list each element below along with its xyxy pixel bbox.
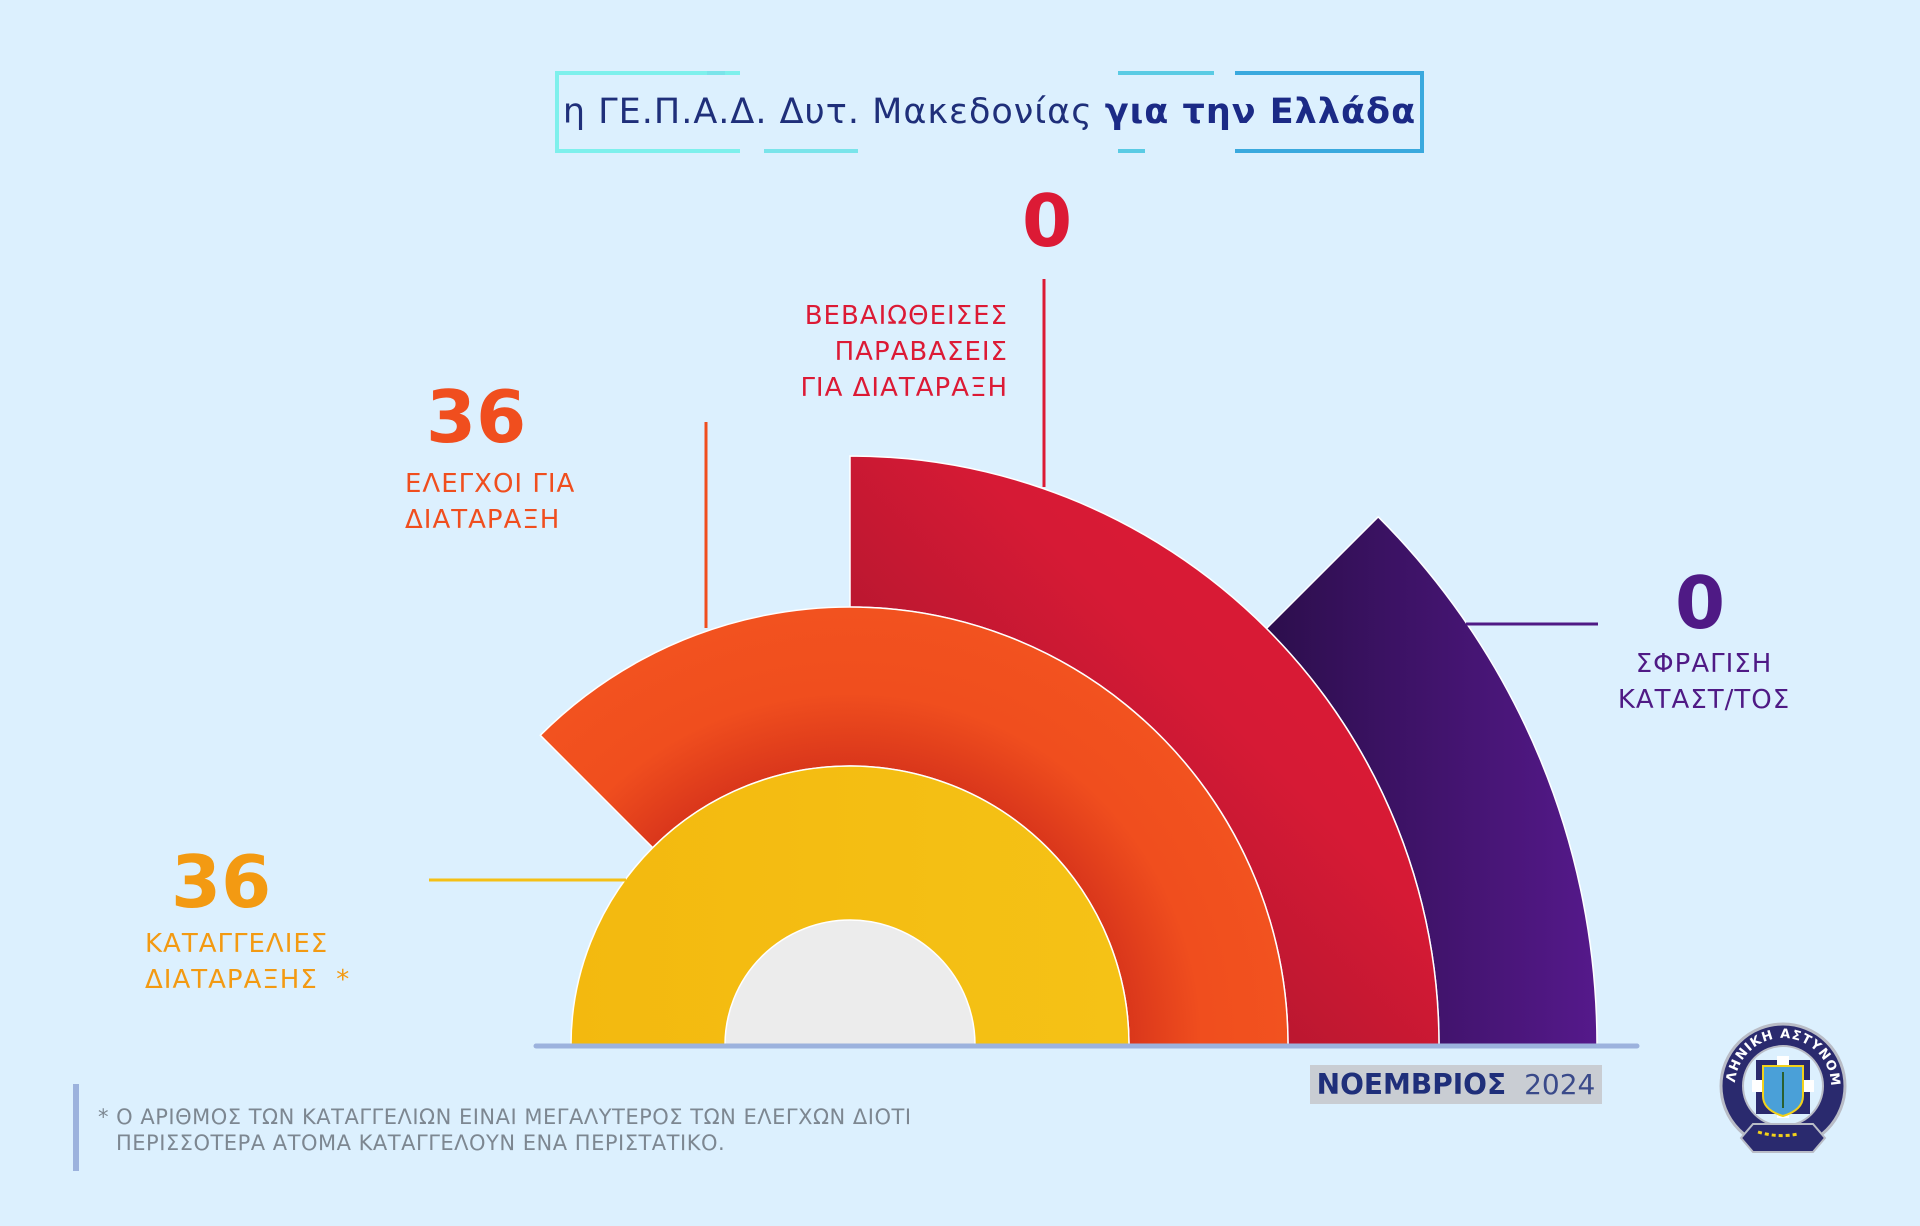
title-regular: η ΓΕ.Π.Α.Δ. Δυτ. Μακεδονίας bbox=[562, 92, 1093, 132]
stat-label-checks: ΕΛΕΓΧΟΙ ΓΙΑ ΔΙΑΤΑΡΑΞΗ bbox=[405, 466, 575, 538]
arc-center bbox=[725, 920, 975, 1045]
label-line: ΚΑΤΑΓΓΕΛΙΕΣ bbox=[145, 929, 329, 959]
stat-label-violations: ΒΕΒΑΙΩΘΕΙΣΕΣ ΠΑΡΑΒΑΣΕΙΣ ΓΙΑ ΔΙΑΤΑΡΑΞΗ bbox=[800, 298, 1008, 406]
label-line: ΒΕΒΑΙΩΘΕΙΣΕΣ bbox=[804, 301, 1008, 331]
period-month: ΝΟΕΜΒΡΙΟΣ bbox=[1316, 1068, 1507, 1101]
stat-label-sealing: ΣΦΡΑΓΙΣΗ ΚΑΤΑΣΤ/ΤΟΣ bbox=[1604, 646, 1804, 718]
label-line: ΔΙΑΤΑΡΑΞΗ bbox=[405, 505, 561, 535]
period-badge: ΝΟΕΜΒΡΙΟΣ 2024 bbox=[1310, 1065, 1602, 1104]
label-line: ΠΑΡΑΒΑΣΕΙΣ bbox=[834, 337, 1008, 367]
stat-value-sealing: 0 bbox=[1675, 561, 1726, 645]
arc-complaints bbox=[570, 765, 1130, 1046]
footnote-line: * Ο ΑΡΙΘΜΟΣ ΤΩΝ ΚΑΤΑΓΓΕΛΙΩΝ ΕΙΝΑΙ ΜΕΓΑΛΥ… bbox=[98, 1105, 912, 1129]
period-year: 2024 bbox=[1524, 1068, 1596, 1101]
label-line: ΣΦΡΑΓΙΣΗ bbox=[1635, 649, 1773, 679]
stat-label-complaints: ΚΑΤΑΓΓΕΛΙΕΣ ΔΙΑΤΑΡΑΞΗΣ * bbox=[145, 926, 350, 998]
label-line: ΚΑΤΑΣΤ/ΤΟΣ bbox=[1617, 685, 1791, 715]
stat-value-violations: 0 bbox=[1022, 179, 1073, 263]
footnote: * Ο ΑΡΙΘΜΟΣ ΤΩΝ ΚΑΤΑΓΓΕΛΙΩΝ ΕΙΝΑΙ ΜΕΓΑΛΥ… bbox=[98, 1104, 912, 1156]
footnote-line: ΠΕΡΙΣΣΟΤΕΡΑ ΑΤΟΜΑ ΚΑΤΑΓΓΕΛΟΥΝ ΕΝΑ ΠΕΡΙΣΤ… bbox=[116, 1131, 726, 1155]
label-line: ΔΙΑΤΑΡΑΞΗΣ * bbox=[145, 965, 351, 995]
title-frame bbox=[555, 71, 1424, 153]
stat-value-complaints: 36 bbox=[171, 840, 272, 924]
footnote-bar bbox=[73, 1084, 79, 1171]
police-logo: ΕΛΛΗΝΙΚΗ ΑΣΤΥΝΟΜΙΑ bbox=[1713, 1020, 1847, 1153]
title-bold: για την Ελλάδα bbox=[1104, 92, 1417, 132]
label-line: ΕΛΕΓΧΟΙ ΓΙΑ bbox=[405, 469, 576, 499]
label-line: ΓΙΑ ΔΙΑΤΑΡΑΞΗ bbox=[800, 373, 1008, 403]
stat-value-checks: 36 bbox=[426, 375, 527, 459]
page-title: η ΓΕ.Π.Α.Δ. Δυτ. Μακεδονίας για την Ελλά… bbox=[555, 71, 1424, 153]
